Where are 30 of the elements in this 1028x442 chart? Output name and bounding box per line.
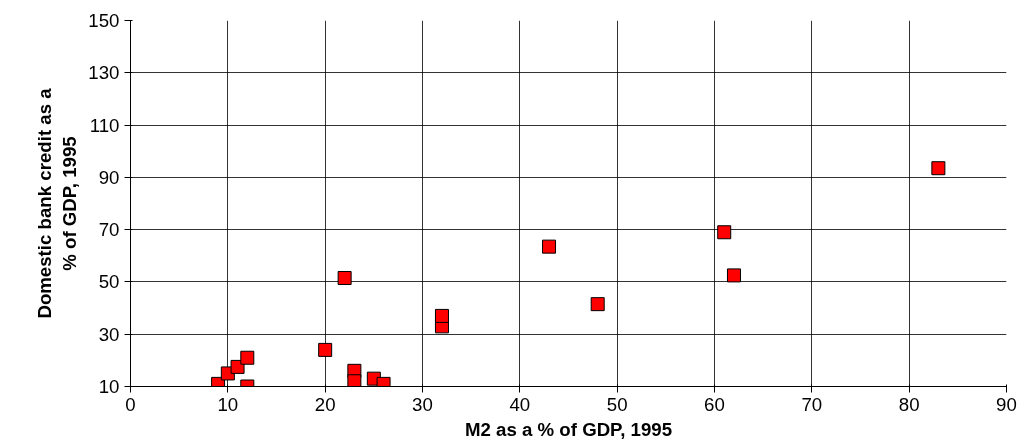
y-tick-label: 150	[88, 10, 120, 31]
x-tick-label: 40	[509, 393, 531, 415]
x-tick-label: 70	[801, 393, 823, 415]
point	[347, 374, 362, 387]
x-axis-title: M2 as a % of GDP, 1995	[464, 418, 673, 440]
x-tick-label: 60	[704, 393, 725, 415]
point	[726, 268, 741, 283]
x-tick-label: 50	[606, 393, 628, 415]
y-tick-label: 130	[88, 62, 120, 84]
y-tick-label: 90	[98, 166, 120, 188]
point	[717, 225, 732, 240]
point	[434, 308, 449, 323]
x-tick-label: 80	[898, 393, 920, 415]
x-tick-label: 20	[314, 393, 336, 415]
y-tick-label: 10	[98, 376, 120, 397]
point	[240, 350, 255, 365]
point	[931, 161, 946, 176]
x-tick-label: 90	[996, 393, 1017, 415]
point	[318, 342, 333, 357]
point	[337, 271, 352, 286]
y-tick-label: 30	[98, 323, 120, 345]
point	[542, 239, 557, 254]
x-tick-label: 30	[412, 393, 433, 415]
y-tick-label: 110	[89, 114, 120, 136]
x-tick-label: 10	[217, 393, 239, 415]
point	[590, 297, 605, 312]
y-axis-title: Domestic bank credit as a % of GDP, 1995	[34, 87, 81, 319]
x-tick-label: 0	[125, 393, 136, 415]
y-tick-label: 50	[98, 271, 120, 293]
y-tick-label: 70	[98, 219, 120, 241]
